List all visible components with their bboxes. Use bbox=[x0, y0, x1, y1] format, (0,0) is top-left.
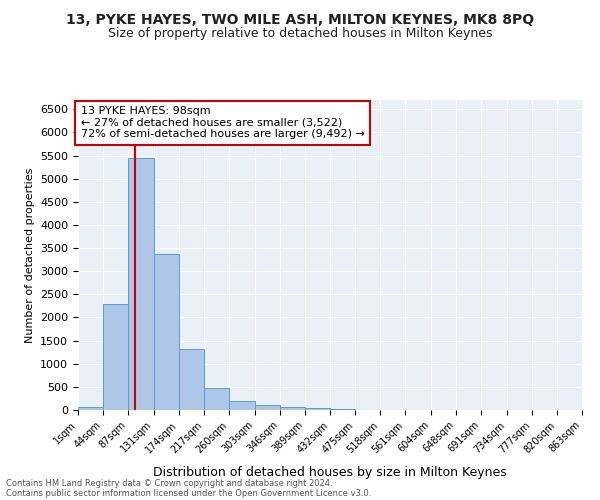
Text: 13, PYKE HAYES, TWO MILE ASH, MILTON KEYNES, MK8 8PQ: 13, PYKE HAYES, TWO MILE ASH, MILTON KEY… bbox=[66, 12, 534, 26]
Text: 13 PYKE HAYES: 98sqm
← 27% of detached houses are smaller (3,522)
72% of semi-de: 13 PYKE HAYES: 98sqm ← 27% of detached h… bbox=[80, 106, 364, 140]
Bar bbox=[330, 408, 355, 410]
Text: Contains HM Land Registry data © Crown copyright and database right 2024.: Contains HM Land Registry data © Crown c… bbox=[6, 478, 332, 488]
Bar bbox=[128, 158, 154, 410]
Bar bbox=[154, 254, 179, 410]
Text: Contains public sector information licensed under the Open Government Licence v3: Contains public sector information licen… bbox=[6, 488, 371, 498]
Text: Size of property relative to detached houses in Milton Keynes: Size of property relative to detached ho… bbox=[108, 28, 492, 40]
Bar bbox=[229, 400, 254, 410]
Bar bbox=[103, 304, 128, 410]
Bar bbox=[204, 388, 229, 410]
Bar bbox=[78, 406, 103, 410]
Bar bbox=[254, 406, 280, 410]
X-axis label: Distribution of detached houses by size in Milton Keynes: Distribution of detached houses by size … bbox=[153, 466, 507, 479]
Y-axis label: Number of detached properties: Number of detached properties bbox=[25, 168, 35, 342]
Bar bbox=[280, 406, 305, 410]
Bar bbox=[179, 350, 204, 410]
Bar bbox=[305, 408, 330, 410]
